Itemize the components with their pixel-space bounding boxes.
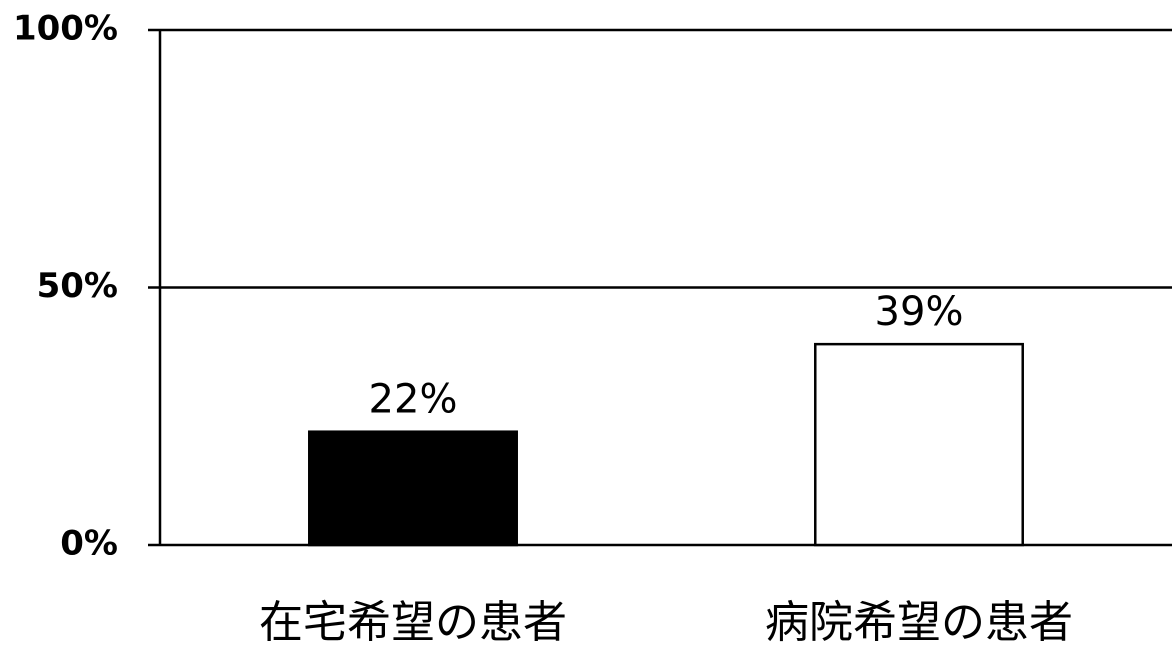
data-label: 22% bbox=[369, 377, 458, 423]
bar bbox=[814, 342, 1024, 547]
x-tick-label: 病院希望の患者 bbox=[765, 597, 1073, 648]
y-tick-label: 100% bbox=[13, 9, 118, 49]
y-tick-label: 50% bbox=[37, 266, 118, 306]
y-tick-label: 0% bbox=[60, 524, 118, 564]
bar bbox=[308, 430, 518, 547]
data-label: 39% bbox=[875, 289, 964, 335]
x-tick-label: 在宅希望の患者 bbox=[259, 597, 567, 648]
